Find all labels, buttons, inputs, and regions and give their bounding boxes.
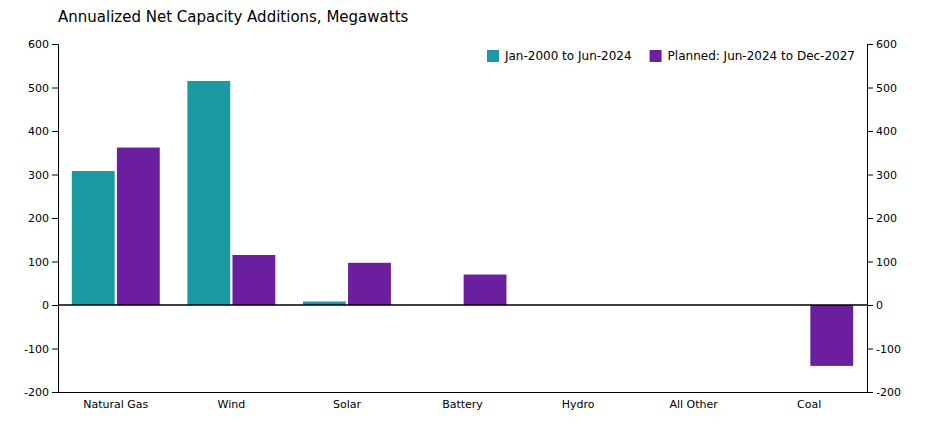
tick: All Other: [669, 392, 718, 411]
legend-label: Jan-2000 to Jun-2024: [504, 49, 632, 63]
tick-label: 300: [28, 169, 49, 182]
tick-label: Natural Gas: [83, 398, 148, 411]
tick-label: 600: [28, 38, 49, 51]
tick-label: 0: [42, 299, 49, 312]
tick: 300: [28, 169, 58, 182]
tick-label: 100: [876, 256, 897, 269]
tick-mark: [52, 175, 58, 176]
tick-label: 600: [876, 38, 897, 51]
tick-label: -200: [876, 386, 901, 399]
tick: Coal: [797, 392, 821, 411]
tick-label: Hydro: [562, 398, 595, 411]
axis-line: [52, 45, 59, 393]
tick-label: 0: [876, 299, 883, 312]
tick-mark: [867, 88, 873, 89]
legend-item: Jan-2000 to Jun-2024: [487, 49, 632, 63]
chart-container: -200 -100 0 100 200 300 400 500 600 -200 -100 0 100 2…: [0, 0, 925, 426]
tick-label: 400: [876, 125, 897, 138]
legend-swatch: [487, 50, 499, 62]
tick-mark: [867, 175, 873, 176]
tick: 100: [867, 256, 897, 269]
tick-label: 200: [28, 212, 49, 225]
tick: 0: [867, 299, 883, 312]
tick: 100: [28, 256, 58, 269]
tick: 0: [42, 299, 58, 312]
tick-mark: [867, 349, 873, 350]
tick-label: -100: [24, 343, 49, 356]
tick-mark: [867, 392, 873, 393]
tick: 200: [867, 212, 897, 225]
tick-label: 100: [28, 256, 49, 269]
legend: Jan-2000 to Jun-2024 Planned: Jun-2024 to…: [487, 49, 855, 63]
tick: 600: [867, 38, 897, 51]
tick: -100: [867, 343, 901, 356]
tick: 300: [867, 169, 897, 182]
tick: Hydro: [562, 392, 595, 411]
zero-line: [58, 304, 867, 306]
bar: [232, 255, 275, 305]
tick-mark: [867, 131, 873, 132]
legend-swatch: [650, 50, 662, 62]
y-axis: -200 -100 0 100 200 300 400 500 600: [24, 38, 58, 399]
tick-mark: [867, 218, 873, 219]
tick-mark: [52, 392, 58, 393]
tick-mark: [867, 44, 873, 45]
axis-line: [59, 392, 868, 393]
bar: [464, 275, 507, 305]
tick-label: 500: [28, 82, 49, 95]
chart-svg: -200 -100 0 100 200 300 400 500 600 -200 -100 0 100 2…: [0, 0, 925, 426]
tick-label: -200: [24, 386, 49, 399]
legend-label: Planned: Jun-2024 to Dec-2027: [668, 49, 855, 63]
tick: 500: [867, 82, 897, 95]
title: Annualized Net Capacity Additions, Megaw…: [58, 8, 409, 26]
axis-line: [868, 45, 874, 393]
tick-mark: [52, 349, 58, 350]
tick: Battery: [442, 392, 483, 411]
tick-mark: [52, 44, 58, 45]
bar-series: [72, 81, 346, 305]
tick-label: Solar: [333, 398, 362, 411]
tick-mark: [52, 131, 58, 132]
tick-label: All Other: [669, 398, 718, 411]
tick: 600: [28, 38, 58, 51]
tick: Solar: [333, 392, 362, 411]
tick: Wind: [218, 392, 246, 411]
tick-mark: [52, 262, 58, 263]
x-axis: Natural Gas Wind Solar Battery Hydro All Othe…: [59, 392, 868, 411]
tick-mark: [867, 305, 873, 306]
tick: Natural Gas: [83, 392, 148, 411]
bar-series: [117, 148, 853, 366]
legend-item: Planned: Jun-2024 to Dec-2027: [650, 49, 855, 63]
tick-label: -100: [876, 343, 901, 356]
tick-label: Coal: [797, 398, 821, 411]
tick: 500: [28, 82, 58, 95]
tick: 400: [28, 125, 58, 138]
bar: [72, 171, 115, 305]
tick-label: Battery: [442, 398, 483, 411]
tick-label: 400: [28, 125, 49, 138]
tick: -200: [24, 386, 58, 399]
bar: [348, 263, 391, 305]
tick-mark: [52, 88, 58, 89]
bar: [810, 305, 853, 366]
tick: 200: [28, 212, 58, 225]
tick-mark: [52, 305, 58, 306]
tick-mark: [52, 218, 58, 219]
tick-label: Wind: [218, 398, 246, 411]
tick-label: 500: [876, 82, 897, 95]
bar: [117, 148, 160, 305]
bar: [187, 81, 230, 305]
y2-axis: -200 -100 0 100 200 300 400 500 600: [867, 38, 901, 399]
tick-mark: [867, 262, 873, 263]
tick: -100: [24, 343, 58, 356]
tick-label: 200: [876, 212, 897, 225]
tick-label: 300: [876, 169, 897, 182]
tick: -200: [867, 386, 901, 399]
tick: 400: [867, 125, 897, 138]
bars: [72, 81, 853, 366]
